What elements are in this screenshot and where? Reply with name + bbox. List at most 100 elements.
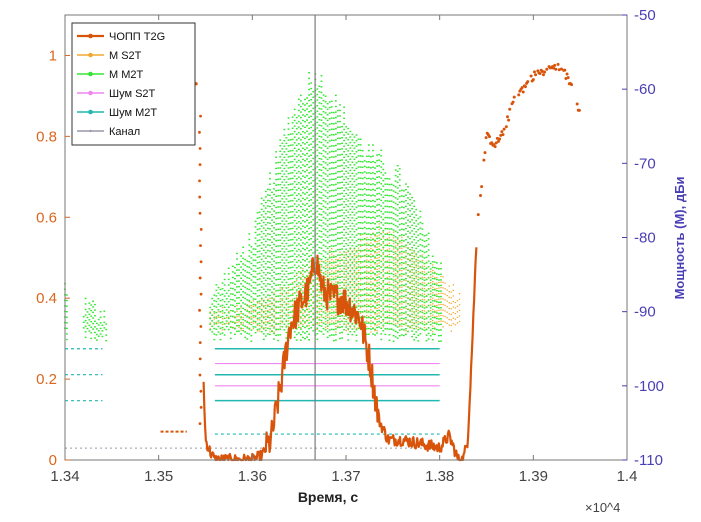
m-m2t-point xyxy=(316,238,319,240)
m-s2t-point xyxy=(409,287,411,289)
m-m2t-point xyxy=(105,328,108,331)
m-s2t-point xyxy=(372,304,374,307)
m-m2t-point xyxy=(407,213,409,216)
m-m2t-point xyxy=(372,288,374,291)
m-s2t-point xyxy=(316,295,319,297)
m-s2t-point xyxy=(246,315,248,317)
m-m2t-point xyxy=(312,202,315,204)
m-m2t-point xyxy=(423,285,426,287)
m-m2t-point xyxy=(411,285,414,288)
m-m2t-point xyxy=(299,239,302,241)
y-right-tick-label: -90 xyxy=(634,304,656,321)
m-m2t-point xyxy=(279,189,282,191)
m-m2t-point xyxy=(339,232,341,234)
m-m2t-point xyxy=(405,200,407,202)
m-m2t-point xyxy=(277,217,280,219)
m-s2t-point xyxy=(302,312,304,314)
chopp-point xyxy=(198,195,202,199)
m-s2t-point xyxy=(401,292,403,294)
m-m2t-point xyxy=(65,333,68,335)
m-m2t-point xyxy=(357,260,360,263)
m-m2t-point xyxy=(341,148,343,150)
m-m2t-point xyxy=(374,323,376,325)
m-m2t-point xyxy=(260,230,263,233)
m-m2t-point xyxy=(293,275,296,277)
m-s2t-point xyxy=(434,299,436,301)
m-m2t-point xyxy=(308,166,310,169)
m-m2t-point xyxy=(299,322,302,325)
m-m2t-point xyxy=(357,182,360,185)
m-m2t-point xyxy=(347,139,350,141)
m-m2t-point xyxy=(264,218,267,220)
m-m2t-point xyxy=(394,208,397,210)
m-s2t-point xyxy=(364,288,366,291)
m-m2t-point xyxy=(384,328,387,330)
m-m2t-point xyxy=(312,90,315,93)
m-m2t-point xyxy=(386,300,389,302)
m-m2t-point xyxy=(339,159,341,162)
m-m2t-point xyxy=(316,244,319,246)
m-m2t-point xyxy=(407,302,409,305)
m-m2t-point xyxy=(376,276,378,279)
m-m2t-point xyxy=(433,278,436,280)
m-m2t-point xyxy=(312,107,315,110)
m-s2t-point xyxy=(324,259,327,262)
m-s2t-point xyxy=(351,257,354,259)
m-m2t-point xyxy=(316,294,319,296)
m-m2t-point xyxy=(293,186,296,188)
m-m2t-point xyxy=(421,239,424,241)
m-m2t-point xyxy=(275,151,278,153)
m-m2t-point xyxy=(355,323,358,325)
m-s2t-point xyxy=(411,294,413,296)
m-m2t-point xyxy=(378,231,381,234)
m-s2t-point xyxy=(374,263,376,265)
m-m2t-point xyxy=(421,261,424,264)
m-m2t-point xyxy=(304,248,306,251)
m-m2t-point xyxy=(279,334,282,336)
m-m2t-point xyxy=(376,171,378,173)
m-m2t-point xyxy=(337,148,339,151)
m-m2t-point xyxy=(382,196,385,198)
m-m2t-point xyxy=(431,283,434,285)
m-m2t-point xyxy=(266,294,269,296)
m-m2t-point xyxy=(376,204,378,206)
m-m2t-point xyxy=(417,306,420,309)
m-m2t-point xyxy=(400,223,403,225)
m-m2t-point xyxy=(279,272,282,275)
m-m2t-point xyxy=(332,273,335,275)
m-m2t-point xyxy=(339,282,341,284)
m-s2t-point xyxy=(312,279,314,281)
m-s2t-point xyxy=(388,264,391,267)
m-s2t-point xyxy=(312,273,314,275)
m-m2t-point xyxy=(326,247,329,250)
m-m2t-point xyxy=(334,122,337,124)
m-s2t-point xyxy=(221,307,224,309)
m-m2t-point xyxy=(386,205,389,208)
m-m2t-point xyxy=(295,211,298,213)
m-m2t-point xyxy=(376,215,378,217)
m-m2t-point xyxy=(318,180,321,182)
m-m2t-point xyxy=(271,313,273,316)
m-m2t-point xyxy=(415,236,418,239)
m-m2t-point xyxy=(285,153,288,156)
m-m2t-point xyxy=(306,269,308,272)
m-m2t-point xyxy=(427,316,430,318)
m-s2t-point xyxy=(258,330,261,332)
m-m2t-point xyxy=(322,233,325,235)
m-m2t-point xyxy=(254,309,257,312)
m-m2t-point xyxy=(351,278,354,280)
m-s2t-point xyxy=(401,269,403,272)
m-m2t-point xyxy=(337,209,339,212)
m-m2t-point xyxy=(405,261,407,263)
m-m2t-point xyxy=(337,109,339,112)
m-m2t-point xyxy=(355,156,358,159)
m-s2t-point xyxy=(335,309,337,311)
m-m2t-point xyxy=(248,283,251,285)
m-m2t-point xyxy=(332,184,335,186)
m-m2t-point xyxy=(285,176,288,178)
m-m2t-point xyxy=(376,243,378,245)
m-m2t-point xyxy=(370,267,372,269)
m-m2t-point xyxy=(275,217,278,220)
m-m2t-point xyxy=(293,258,296,261)
m-m2t-point xyxy=(374,256,376,258)
